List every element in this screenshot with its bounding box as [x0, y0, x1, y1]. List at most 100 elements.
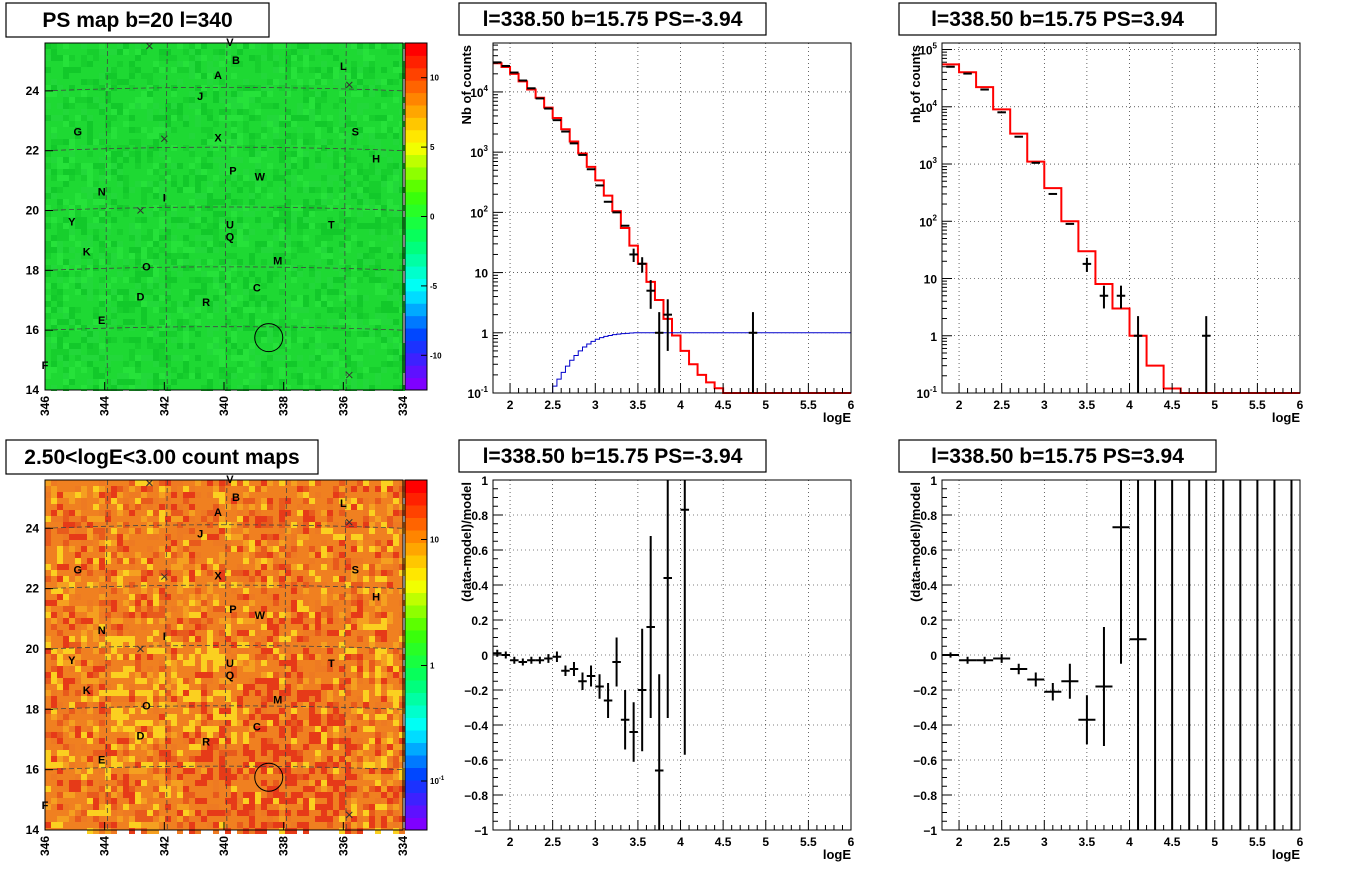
map-pixel [279, 612, 285, 618]
map-pixel [243, 235, 249, 241]
map-pixel [135, 229, 141, 235]
map-pixel [141, 822, 147, 828]
map-pixel [105, 492, 111, 498]
map-pixel [177, 307, 183, 313]
map-pixel [231, 169, 237, 175]
map-pixel [69, 97, 75, 103]
map-pixel [87, 546, 93, 552]
map-pixel [207, 696, 213, 702]
map-pixel [219, 630, 225, 636]
x-tick-label: 338 [277, 396, 291, 416]
map-pixel [129, 373, 135, 379]
map-pixel [309, 804, 315, 810]
map-pixel [243, 85, 249, 91]
map-pixel [297, 810, 303, 816]
map-pixel [57, 792, 63, 798]
map-pixel [105, 163, 111, 169]
map-pixel [123, 738, 129, 744]
map-pixel [381, 181, 387, 187]
map-pixel [387, 115, 393, 121]
map-pixel [327, 792, 333, 798]
map-pixel [69, 678, 75, 684]
map-pixel [225, 504, 231, 510]
map-pixel [219, 109, 225, 115]
map-pixel [267, 768, 273, 774]
map-pixel [243, 289, 249, 295]
map-pixel [171, 576, 177, 582]
map-pixel [123, 295, 129, 301]
map-pixel [315, 331, 321, 337]
map-pixel [279, 343, 285, 349]
map-pixel [63, 343, 69, 349]
map-pixel [291, 241, 297, 247]
map-pixel [333, 67, 339, 73]
map-pixel [45, 91, 51, 97]
map-pixel [99, 762, 105, 768]
map-pixel [309, 630, 315, 636]
x-tick-label: 5 [1211, 398, 1218, 412]
map-pixel [177, 528, 183, 534]
map-pixel [225, 522, 231, 528]
map-pixel [87, 133, 93, 139]
map-pixel [237, 103, 243, 109]
map-pixel [375, 684, 381, 690]
y-tick-label: −0.6 [913, 754, 937, 768]
map-pixel [333, 103, 339, 109]
map-pixel [315, 349, 321, 355]
map-pixel [285, 205, 291, 211]
map-pixel [45, 205, 51, 211]
map-pixel [117, 570, 123, 576]
map-pixel [297, 756, 303, 762]
map-pixel [207, 181, 213, 187]
map-pixel [351, 678, 357, 684]
map-pixel [243, 379, 249, 385]
map-pixel [255, 157, 261, 163]
map-pixel [153, 702, 159, 708]
map-pixel [75, 510, 81, 516]
map-pixel [213, 744, 219, 750]
map-pixel [285, 828, 291, 834]
map-pixel [93, 385, 99, 391]
map-pixel [315, 816, 321, 822]
map-pixel [267, 355, 273, 361]
map-pixel [231, 121, 237, 127]
map-pixel [279, 522, 285, 528]
map-pixel [129, 115, 135, 121]
map-pixel [177, 355, 183, 361]
y-tick-label: 24 [26, 521, 40, 535]
map-pixel [321, 301, 327, 307]
map-pixel [285, 744, 291, 750]
map-pixel [75, 732, 81, 738]
map-pixel [393, 762, 399, 768]
map-pixel [183, 798, 189, 804]
map-pixel [285, 217, 291, 223]
map-pixel [69, 205, 75, 211]
map-pixel [267, 534, 273, 540]
map-pixel [135, 702, 141, 708]
map-pixel [333, 756, 339, 762]
map-pixel [129, 666, 135, 672]
map-pixel [81, 43, 87, 49]
map-pixel [339, 379, 345, 385]
map-pixel [129, 702, 135, 708]
map-pixel [393, 229, 399, 235]
map-pixel [177, 828, 183, 834]
map-pixel [375, 798, 381, 804]
map-pixel [153, 145, 159, 151]
map-pixel [63, 690, 69, 696]
map-pixel [399, 67, 405, 73]
map-pixel [99, 624, 105, 630]
map-pixel [159, 816, 165, 822]
map-pixel [267, 247, 273, 253]
map-pixel [105, 516, 111, 522]
map-pixel [357, 588, 363, 594]
map-pixel [399, 750, 405, 756]
map-pixel [279, 792, 285, 798]
map-pixel [369, 810, 375, 816]
map-pixel [105, 367, 111, 373]
map-pixel [189, 510, 195, 516]
map-pixel [255, 301, 261, 307]
map-pixel [351, 540, 357, 546]
map-pixel [183, 325, 189, 331]
map-pixel [315, 480, 321, 486]
